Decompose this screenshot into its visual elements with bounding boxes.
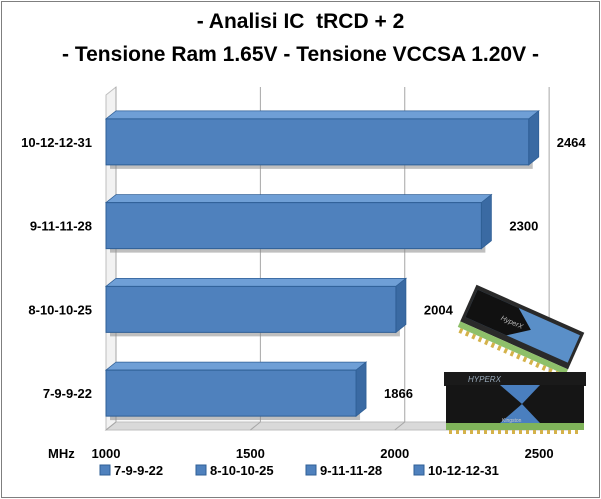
category-labels: 7-9-9-22 8-10-10-25 9-11-11-28 10-12-12-31 xyxy=(21,135,92,401)
x-axis-ticks: 1000 1500 2000 2500 xyxy=(92,446,554,461)
chart-title: - Analisi IC tRCD + 2 xyxy=(196,10,405,33)
legend-swatch xyxy=(413,464,425,476)
svg-text:Kingston: Kingston xyxy=(502,418,522,424)
svg-text:HYPERX: HYPERX xyxy=(468,375,502,384)
bar xyxy=(105,369,357,417)
x-axis-label: MHz xyxy=(48,446,75,461)
bars xyxy=(104,110,540,421)
gridline-floor xyxy=(250,421,261,431)
bar xyxy=(105,118,530,166)
bar xyxy=(105,202,482,250)
data-label: 2300 xyxy=(509,219,538,234)
x-tick-label: 1000 xyxy=(92,446,121,461)
legend: 7-9-9-22 8-10-10-25 9-11-11-28 10-12-12-31 xyxy=(99,463,499,478)
legend-label: 10-12-12-31 xyxy=(428,463,499,478)
x-tick-label: 2000 xyxy=(380,446,409,461)
legend-label: 8-10-10-25 xyxy=(210,463,274,478)
legend-swatch xyxy=(195,464,207,476)
category-label: 10-12-12-31 xyxy=(21,135,92,150)
chart-subtitle: - Tensione Ram 1.65V - Tensione VCCSA 1.… xyxy=(62,43,539,66)
legend-label: 7-9-9-22 xyxy=(114,463,163,478)
data-label: 1866 xyxy=(384,386,413,401)
legend-label: 9-11-11-28 xyxy=(320,463,382,478)
category-label: 9-11-11-28 xyxy=(30,219,92,234)
data-label: 2004 xyxy=(424,302,454,317)
legend-swatch xyxy=(305,464,317,476)
x-tick-label: 1500 xyxy=(236,446,265,461)
bar xyxy=(105,285,397,333)
category-label: 8-10-10-25 xyxy=(28,302,92,317)
legend-swatch xyxy=(99,464,111,476)
value-labels: 1866 2004 2300 2464 xyxy=(384,135,586,401)
gridline-floor xyxy=(105,421,117,431)
gridline-floor xyxy=(394,421,406,431)
data-label: 2464 xyxy=(557,135,587,150)
x-tick-label: 2500 xyxy=(525,446,554,461)
category-label: 7-9-9-22 xyxy=(43,386,92,401)
